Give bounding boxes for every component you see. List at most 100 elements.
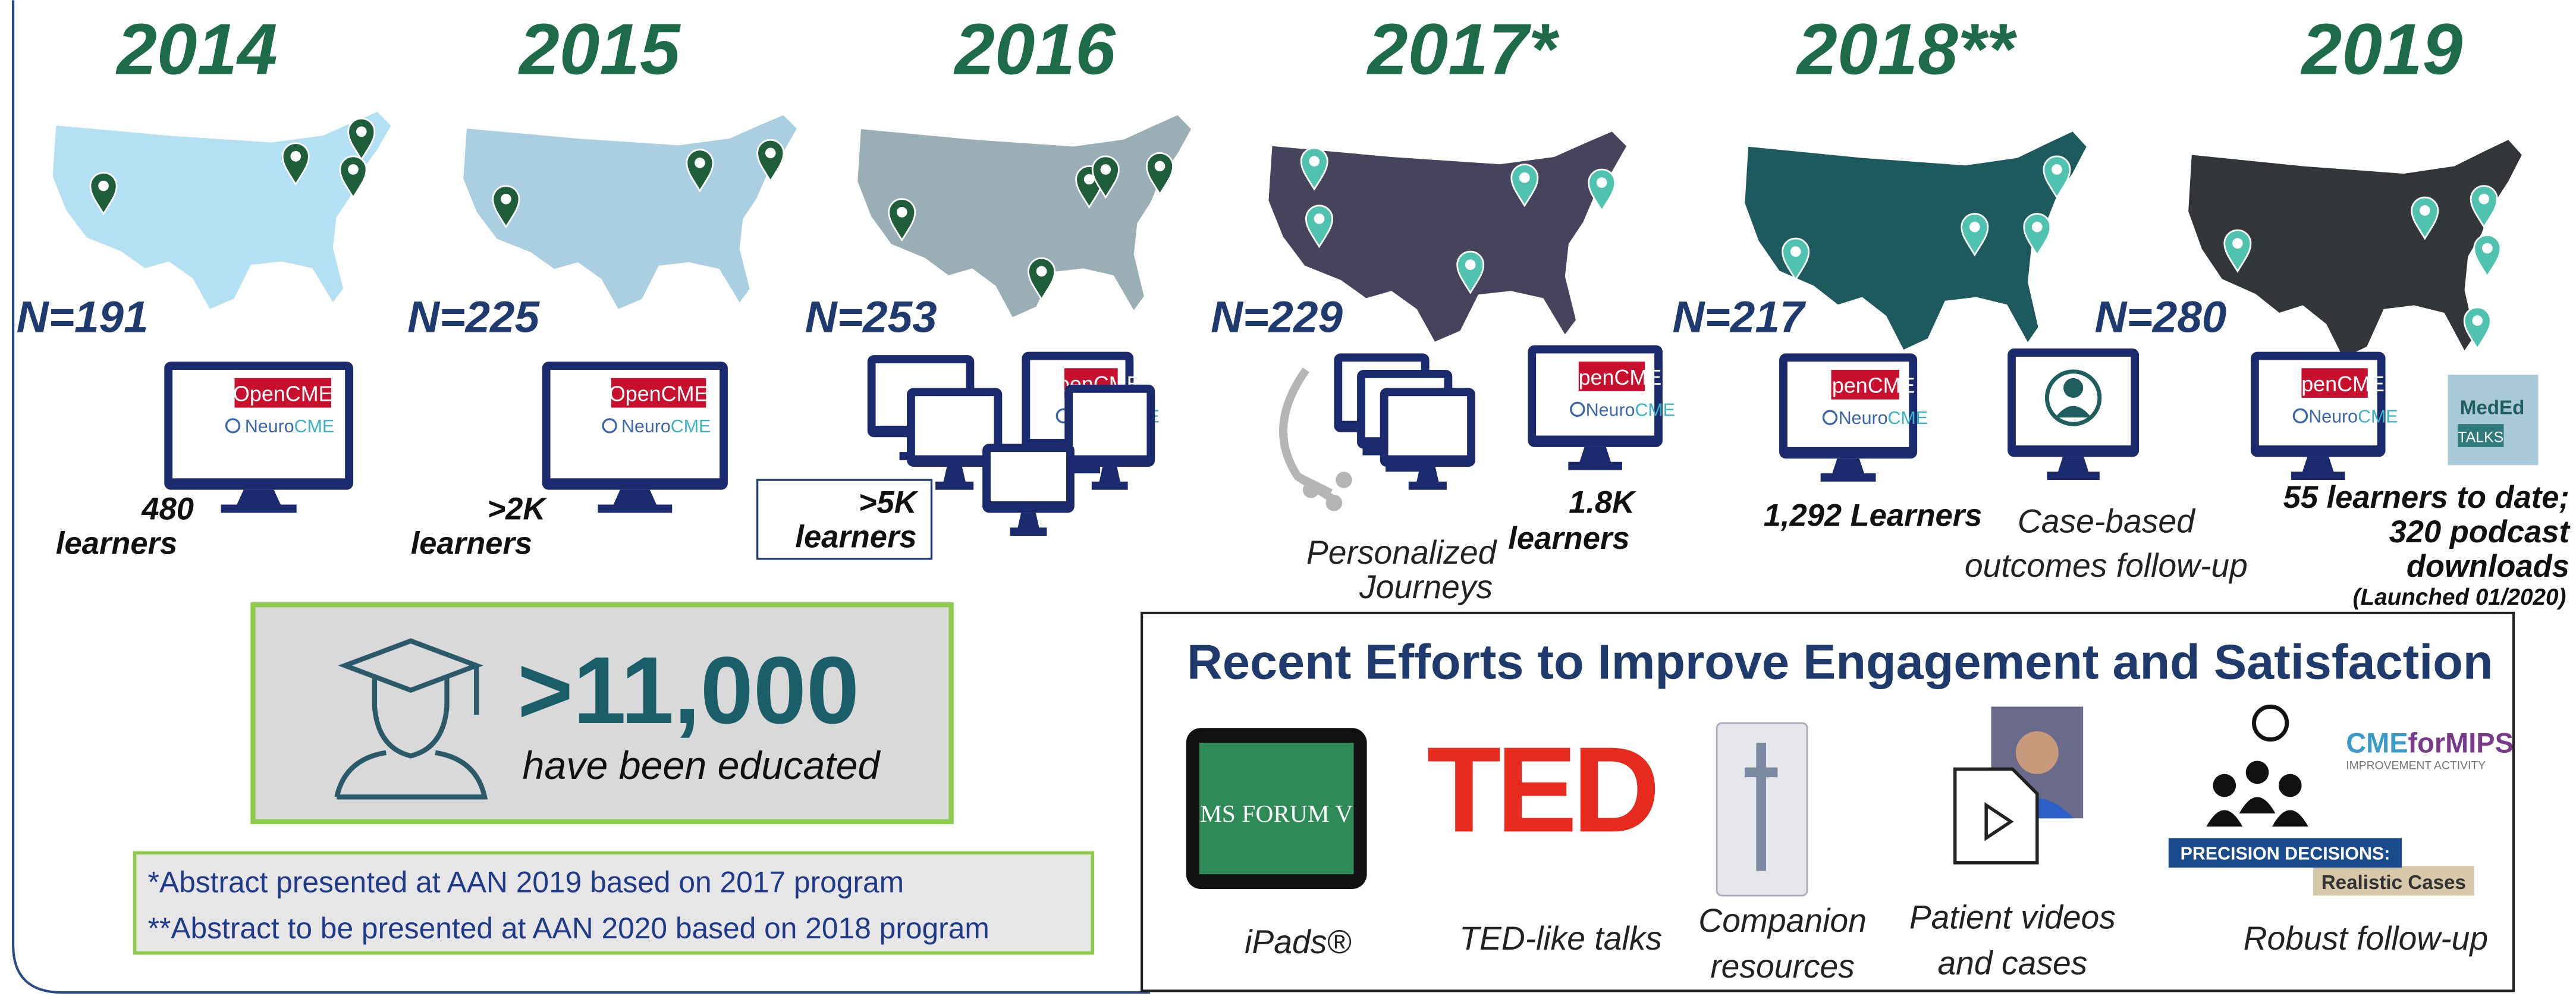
learners-label: learners [411, 526, 532, 561]
meded-text: TALKS [2458, 429, 2503, 446]
map-pin-hole [2232, 238, 2243, 249]
year-label: 2018** [1796, 9, 2018, 90]
cme-mips-logo: CMEforMIPS [2346, 727, 2514, 759]
total-caption: have been educated [523, 744, 881, 788]
neurocme-text-part: Neuro [245, 416, 294, 436]
person-icon-head [2063, 378, 2083, 398]
monitor-stand [2057, 457, 2089, 473]
neurocme-text-part: Neuro [1839, 408, 1888, 428]
opencme-text-part: Open [2285, 372, 2337, 396]
neurocme-text-part: CME [1887, 408, 1928, 428]
effort-caption: resources [1710, 948, 1855, 985]
map-pin-hole [695, 158, 705, 168]
extra-label: Personalized [1306, 534, 1498, 571]
neurocme-text-part: CME [671, 416, 711, 436]
monitor-base [221, 505, 297, 513]
extra-label: Case-based [2018, 503, 2196, 540]
monitor-screen [991, 452, 1066, 501]
n-label: N=253 [805, 291, 937, 341]
cme-mips-logo-part: CME [2346, 727, 2408, 759]
map-pin-hole [356, 127, 367, 137]
neurocme-text: NeuroCME [1586, 400, 1675, 420]
neurocme-text: NeuroCME [621, 416, 711, 436]
opencme-text-part: Open [1562, 365, 1614, 389]
video-doc [1955, 769, 2037, 862]
effort-caption: iPads® [1245, 923, 1351, 960]
opencme-text-part: Open [233, 381, 285, 406]
map-pin-hole [1465, 259, 1476, 270]
learners-label: learners [1508, 521, 1629, 556]
neurocme-text-part: Neuro [1586, 400, 1635, 420]
map-pin [2474, 235, 2500, 276]
learners-label: >2K [487, 491, 548, 526]
headset-dot [1303, 482, 1320, 498]
neurocme-text: NeuroCME [1839, 408, 1928, 428]
opencme-text-part: CME [661, 381, 709, 406]
realistic-text: Realistic Cases [2321, 872, 2466, 894]
n-label: N=191 [17, 291, 149, 341]
people-head [2213, 774, 2236, 797]
year-label: 2016 [953, 9, 1116, 90]
monitor-base [2047, 472, 2099, 480]
map-pin-hole [1155, 161, 1166, 172]
learners-label: 1,292 Learners [1764, 498, 1983, 533]
opencme-text-part: CME [285, 381, 333, 406]
neurocme-text-part: Neuro [2308, 406, 2358, 426]
improvement-text: IMPROVEMENT ACTIVITY [2346, 759, 2486, 772]
opencme-text: OpenCME [2285, 372, 2385, 396]
map-pin-hole [1790, 246, 1801, 257]
opencme-text: OpenCME [1562, 365, 1662, 389]
neurocme-text-part: CME [1635, 400, 1675, 420]
learners-label: 320 podcast [2389, 514, 2571, 549]
monitor-screen [1388, 396, 1468, 455]
opencme-text-part: Open [1815, 373, 1868, 398]
learners-label: learners [56, 526, 177, 561]
map-pin [1589, 169, 1615, 210]
ted-logo: TED [1427, 722, 1655, 857]
map-pin-hole [1969, 222, 1980, 232]
monitor-stand [1832, 458, 1865, 475]
monitor-stand [1416, 467, 1439, 483]
infographic: 2014N=1912015N=2252016N=2532017*N=229201… [0, 0, 2576, 996]
effort-caption: Companion [1698, 902, 1867, 939]
monitor-stand [612, 490, 657, 507]
n-label: N=217 [1672, 291, 1806, 341]
neurocme-text: NeuroCME [245, 416, 334, 436]
extra-label: Journeys [1359, 568, 1493, 605]
footnote: *Abstract presented at AAN 2019 based on… [148, 866, 904, 899]
opencme-text: OpenCME [609, 381, 709, 406]
monitor-stand [943, 467, 966, 483]
cme-mips-logo-part: for [2408, 727, 2446, 759]
learners-label: 1.8K [1569, 485, 1637, 520]
meded-logo [2448, 375, 2539, 465]
map-pin-hole [98, 181, 109, 191]
map-pin-hole [1314, 213, 1325, 224]
monitor-screen [1073, 393, 1146, 455]
learners-label: learners [795, 519, 916, 554]
monitor-stand [1579, 447, 1611, 464]
note-label: (Launched 01/2020) [2353, 585, 2566, 610]
monitor-base [935, 482, 973, 490]
people-head [2279, 774, 2302, 797]
opencme-text-part: CME [2337, 372, 2385, 396]
effort-caption: TED-like talks [1459, 920, 1662, 957]
map-pin-hole [1597, 177, 1607, 188]
map-pin-hole [2478, 194, 2489, 205]
total-value: >11,000 [517, 637, 859, 743]
learners-label: downloads [2407, 549, 2569, 584]
learners-label: >5K [859, 485, 919, 520]
monitor-base [2291, 472, 2345, 480]
monitor-stand [236, 490, 281, 507]
map-pin-hole [1309, 156, 1320, 166]
map-pin-hole [348, 164, 359, 175]
monitor-stand [2302, 457, 2334, 473]
opencme-text-part: CME [1868, 373, 1915, 398]
monitor-base [598, 505, 672, 513]
year-label: 2014 [115, 9, 277, 90]
monitor-base [1010, 527, 1047, 536]
neurocme-text-part: CME [294, 416, 335, 436]
map-pin-hole [290, 151, 301, 162]
year-label: 2017* [1366, 9, 1560, 90]
map-pin-hole [765, 147, 776, 158]
extra-label: outcomes follow-up [1965, 547, 2248, 584]
